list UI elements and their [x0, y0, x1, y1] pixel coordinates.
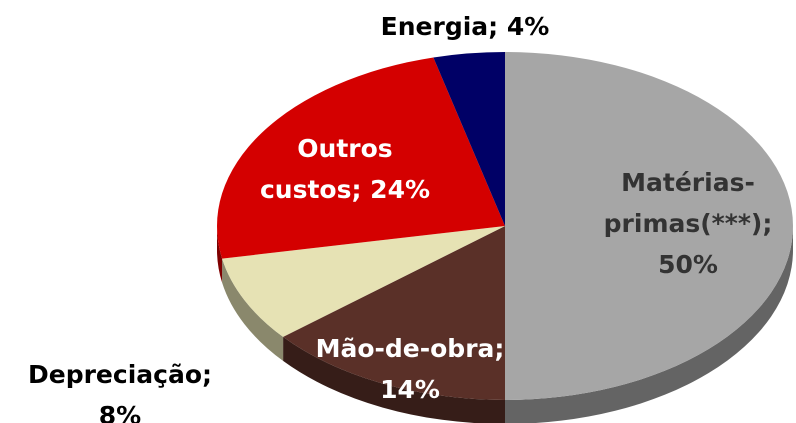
data-label: Outros — [297, 134, 392, 163]
data-label: Energia; 4% — [381, 12, 550, 41]
slice — [433, 52, 505, 226]
slice — [222, 226, 506, 337]
slice-side — [505, 226, 793, 423]
data-label: 8% — [99, 401, 141, 423]
slice — [283, 226, 505, 400]
data-label: Mão-de-obra; — [316, 334, 505, 363]
slice-side — [283, 336, 505, 423]
slice-side — [217, 226, 223, 283]
data-label: Matérias- — [621, 168, 755, 197]
data-label: primas(***); — [604, 209, 773, 238]
data-label: 14% — [380, 375, 440, 404]
slice — [505, 52, 793, 400]
data-label: Depreciação; — [28, 360, 212, 389]
data-label: custos; 24% — [260, 175, 430, 204]
slice-side — [222, 258, 284, 361]
data-label: 50% — [658, 250, 718, 279]
slice — [216, 57, 505, 259]
